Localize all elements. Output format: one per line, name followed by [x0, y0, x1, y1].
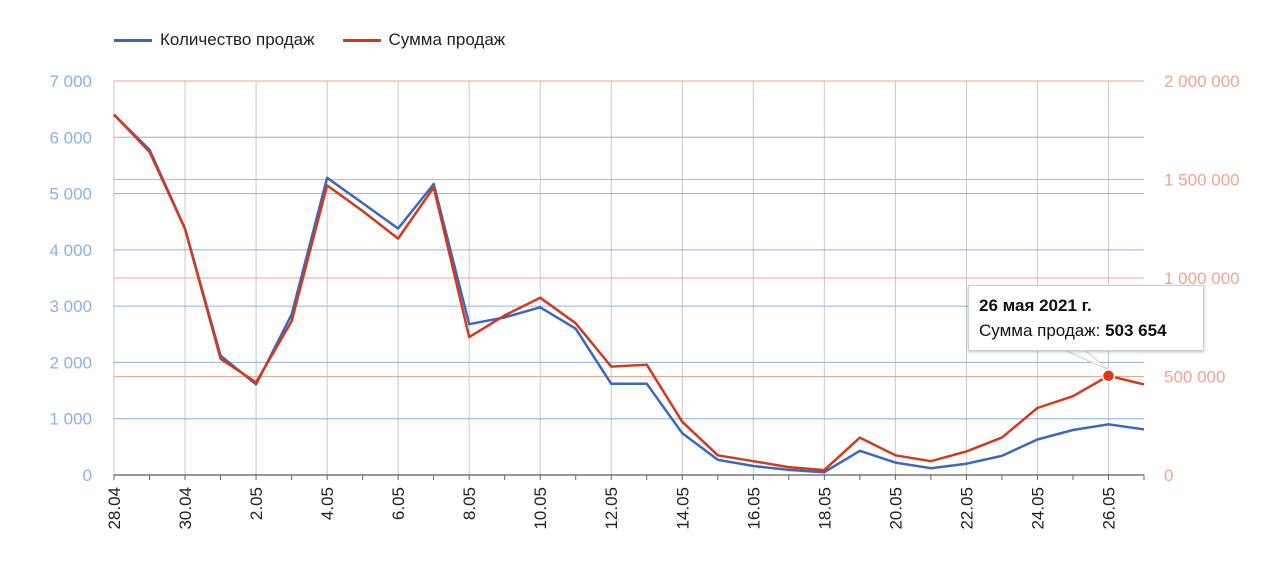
- tooltip-value: 503 654: [1105, 321, 1167, 340]
- x-tick-label: 14.05: [673, 487, 692, 530]
- series-line-sum: [113, 113, 1145, 472]
- y-right-tick-label: 1 000 000: [1164, 269, 1240, 288]
- y-right-tick-label: 500 000: [1164, 368, 1225, 387]
- x-tick-label: 30.04: [176, 487, 195, 530]
- legend-label-quantity: Количество продаж: [160, 30, 315, 49]
- legend: Количество продаж Сумма продаж: [114, 30, 505, 50]
- y-right-tick-label: 2 000 000: [1164, 72, 1240, 91]
- legend-item-sum[interactable]: Сумма продаж: [342, 30, 506, 50]
- x-tick-label: 20.05: [886, 487, 905, 530]
- y-left-tick-label: 2 000: [49, 353, 92, 372]
- x-tick-label: 4.05: [318, 487, 337, 520]
- x-tick-label: 10.05: [531, 487, 550, 530]
- x-tick-label: 28.04: [105, 487, 124, 530]
- y-left-tick-label: 0: [83, 466, 92, 485]
- x-tick-label: 16.05: [744, 487, 763, 530]
- series-line-quantity: [113, 113, 1145, 474]
- tooltip-label: Сумма продаж:: [979, 321, 1101, 340]
- x-tick-label: 22.05: [957, 487, 976, 530]
- y-left-tick-label: 1 000: [49, 410, 92, 429]
- legend-label-sum: Сумма продаж: [388, 30, 506, 49]
- x-tick-label: 26.05: [1099, 487, 1118, 530]
- y-left-tick-label: 7 000: [49, 72, 92, 91]
- tooltip-pointer: [1064, 349, 1109, 371]
- x-tick-label: 2.05: [247, 487, 266, 520]
- y-right-tick-label: 1 500 000: [1164, 171, 1240, 190]
- legend-swatch-sum: [342, 38, 381, 42]
- y-left-tick-label: 5 000: [49, 185, 92, 204]
- y-right-tick-label: 0: [1164, 466, 1173, 485]
- x-tick-label: 24.05: [1028, 487, 1047, 530]
- legend-item-quantity[interactable]: Количество продаж: [114, 30, 315, 50]
- x-tick-label: 12.05: [602, 487, 621, 530]
- legend-swatch-quantity: [114, 38, 152, 42]
- tooltip-row: Сумма продаж: 503 654: [979, 317, 1193, 345]
- highlight-point: [1101, 369, 1116, 383]
- y-left-tick-label: 6 000: [49, 128, 92, 147]
- tooltip-date: 26 мая 2021 г.: [979, 296, 1092, 315]
- y-left-tick-label: 4 000: [49, 241, 92, 260]
- x-tick-label: 6.05: [389, 487, 408, 520]
- x-tick-label: 8.05: [460, 487, 479, 520]
- tooltip: 26 мая 2021 г. Сумма продаж: 503 654: [968, 285, 1204, 351]
- x-tick-label: 18.05: [815, 487, 834, 530]
- y-left-tick-label: 3 000: [49, 297, 92, 316]
